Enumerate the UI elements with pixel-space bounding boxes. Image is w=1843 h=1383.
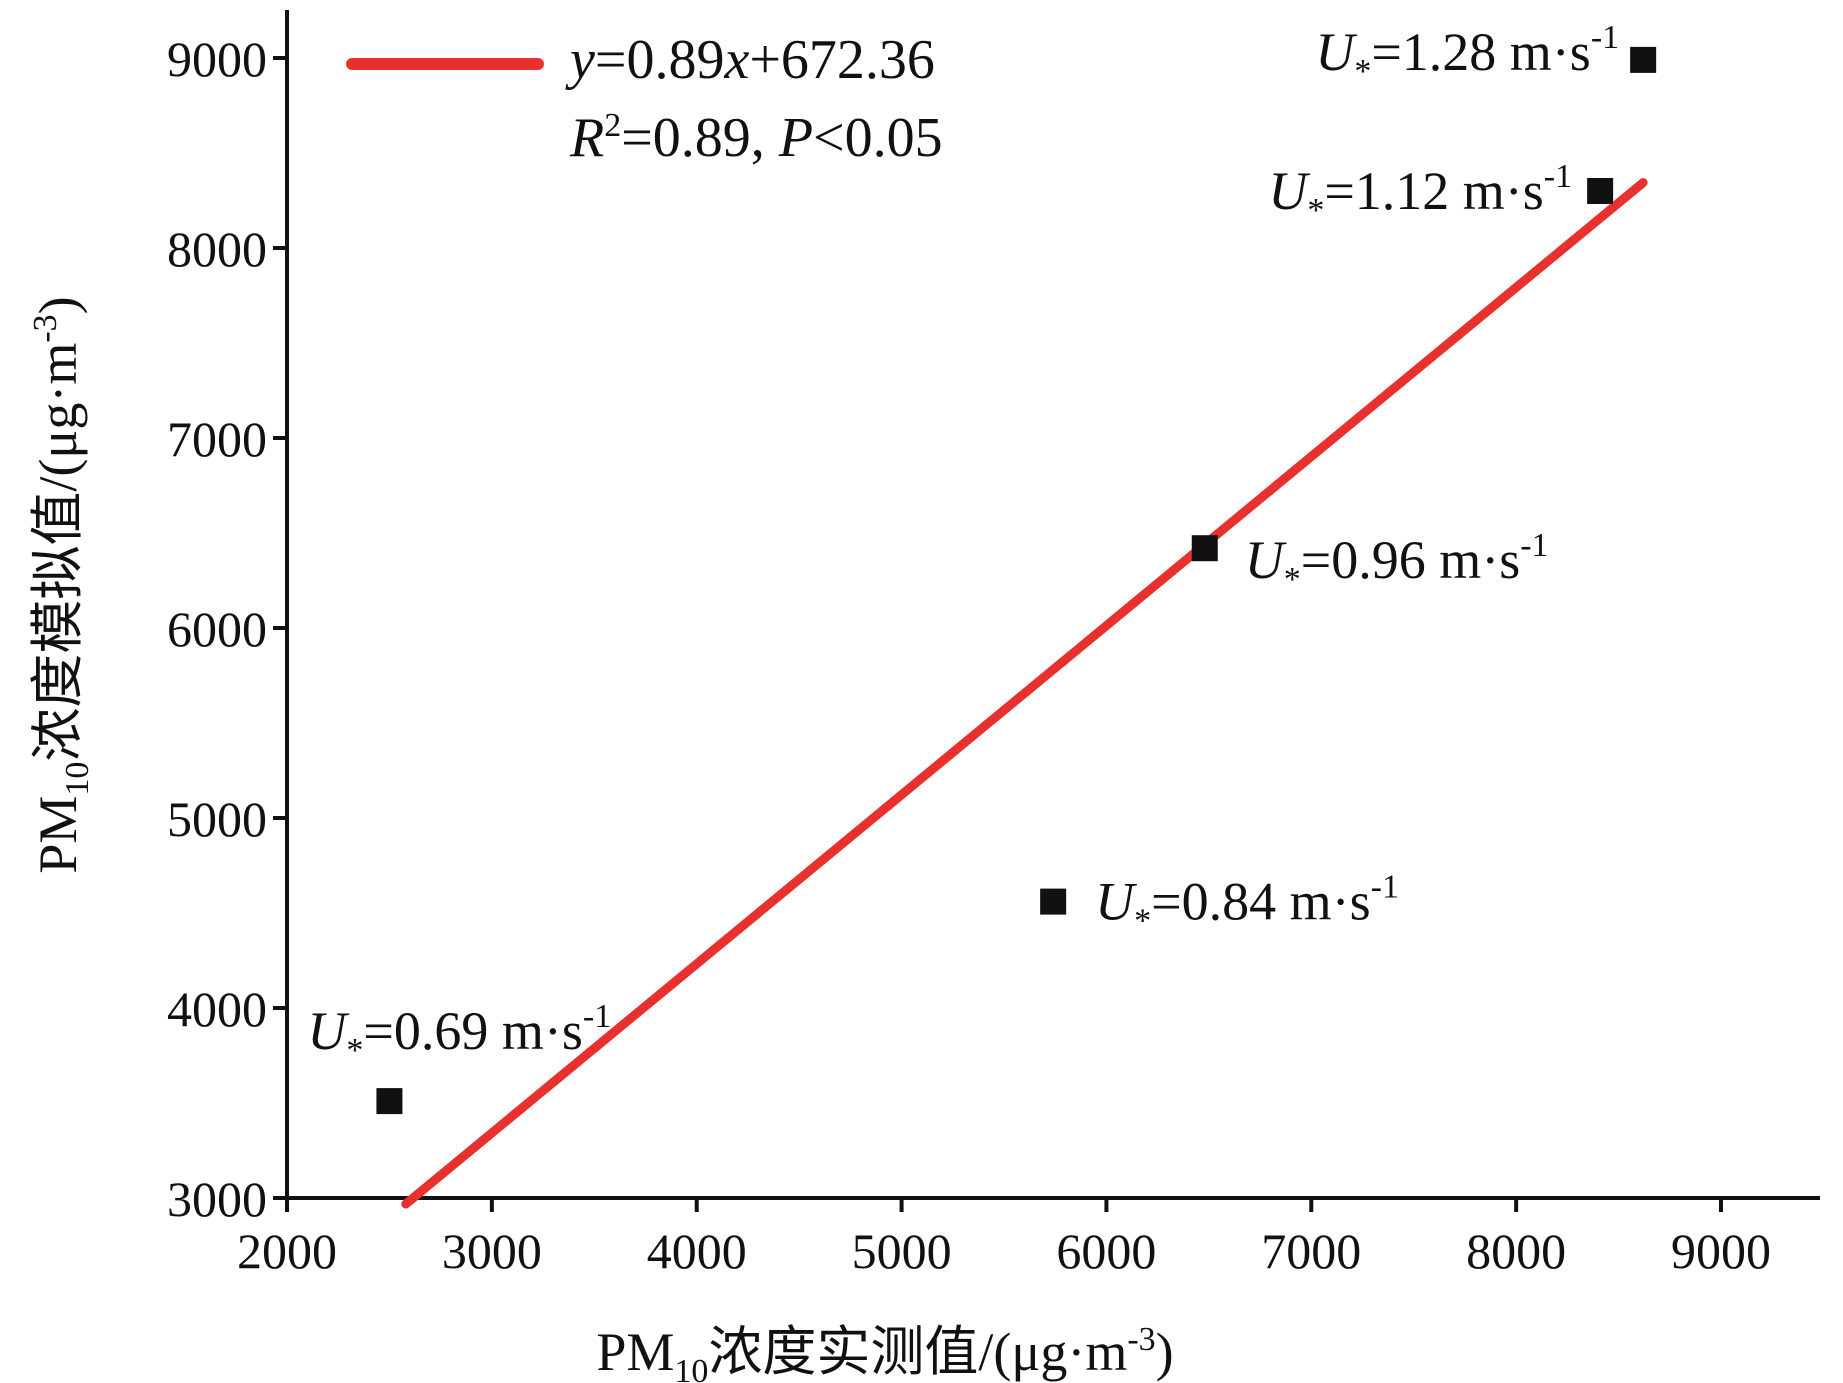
y-tick-label-8000: 8000 xyxy=(167,221,267,277)
axes: 2000 3000 4000 5000 6000 7000 8000 900030004000… xyxy=(167,10,1820,1279)
y-tick-label-9000: 9000 xyxy=(167,31,267,87)
y-tick-label-7000: 7000 xyxy=(167,411,267,467)
fit-line-group xyxy=(401,178,1648,1209)
point-label-5: U*=1.28 m·s-1 xyxy=(1315,19,1619,90)
data-point-5 xyxy=(1630,46,1657,73)
data-point-1 xyxy=(376,1088,403,1115)
point-label-1: U*=0.69 m·s-1 xyxy=(307,998,611,1069)
x-axis-title: PM10浓度实测值/(μg·m-3) xyxy=(596,1321,1173,1383)
x-tick-label-5000: 5000 xyxy=(852,1223,952,1279)
y-tick-label-5000: 5000 xyxy=(167,791,267,847)
y-tick-label-6000: 6000 xyxy=(167,601,267,657)
y-tick-label-4000: 4000 xyxy=(167,981,267,1037)
x-tick-label-3000: 3000 xyxy=(442,1223,542,1279)
y-tick-label-3000: 3000 xyxy=(167,1171,267,1227)
y-axis-title: PM10浓度模拟值/(μg·m-3) xyxy=(27,296,96,873)
legend-equation: y=0.89x+672.36 xyxy=(565,29,935,91)
fit-line xyxy=(401,178,1648,1209)
legend: y=0.89x+672.36 R2=0.89, P<0.05 xyxy=(346,29,943,169)
point-label-2: U*=0.84 m·s-1 xyxy=(1095,869,1399,940)
data-point-4 xyxy=(1587,178,1614,204)
data-points: U*=0.69 m·s-1 U*=0.84 m·s-1 U*=0.96 m·s-1 U… xyxy=(307,19,1657,1115)
x-tick-label-7000: 7000 xyxy=(1261,1223,1361,1279)
data-point-2 xyxy=(1040,888,1067,915)
legend-stats: R2=0.89, P<0.05 xyxy=(569,107,943,169)
x-tick-label-8000: 8000 xyxy=(1466,1223,1566,1279)
x-tick-label-4000: 4000 xyxy=(647,1223,747,1279)
x-tick-label-2000: 2000 xyxy=(237,1223,337,1279)
data-point-3 xyxy=(1191,535,1218,562)
point-label-4: U*=1.12 m·s-1 xyxy=(1268,158,1572,229)
x-tick-label-6000: 6000 xyxy=(1056,1223,1156,1279)
x-tick-label-9000: 9000 xyxy=(1671,1223,1771,1279)
point-label-3: U*=0.96 m·s-1 xyxy=(1245,527,1549,598)
